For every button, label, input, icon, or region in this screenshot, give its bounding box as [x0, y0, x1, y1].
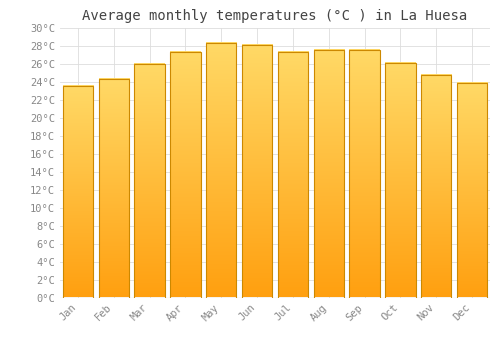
Bar [98, 79, 129, 298]
Bar [134, 64, 165, 298]
Bar [242, 45, 272, 298]
Bar [62, 86, 93, 298]
Bar [457, 83, 488, 298]
Bar [278, 52, 308, 298]
Title: Average monthly temperatures (°C ) in La Huesa: Average monthly temperatures (°C ) in La… [82, 9, 468, 23]
Bar [314, 50, 344, 298]
Bar [385, 63, 416, 298]
Bar [170, 52, 200, 298]
Bar [206, 43, 236, 298]
Bar [421, 75, 452, 298]
Bar [350, 50, 380, 298]
